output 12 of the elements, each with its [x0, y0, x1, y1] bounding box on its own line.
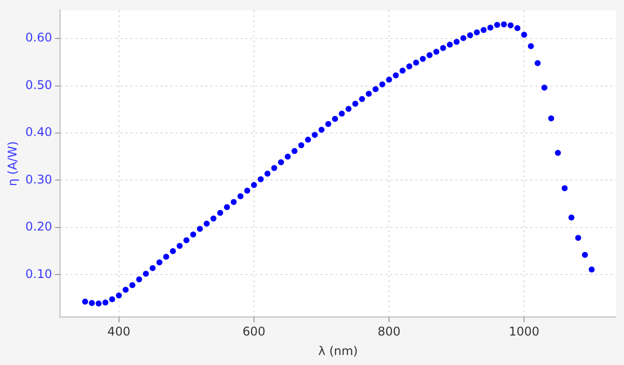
x-tick-label: 600	[242, 324, 266, 339]
y-tick-label: 0.30	[25, 172, 52, 186]
y-tick-label: 0.10	[25, 266, 52, 281]
x-tick-label: 400	[107, 324, 130, 339]
x-tick-label: 800	[378, 324, 401, 339]
x-tick-label: 1000	[508, 324, 540, 339]
y-tick-label: 0.60	[25, 30, 52, 45]
y-tick-label: 0.40	[25, 125, 52, 140]
x-axis-title: λ (nm)	[318, 344, 358, 358]
y-tick-label: 0.50	[25, 78, 52, 92]
y-tick-label: 0.20	[25, 220, 52, 234]
y-axis-title: η (A/W)	[5, 141, 20, 186]
